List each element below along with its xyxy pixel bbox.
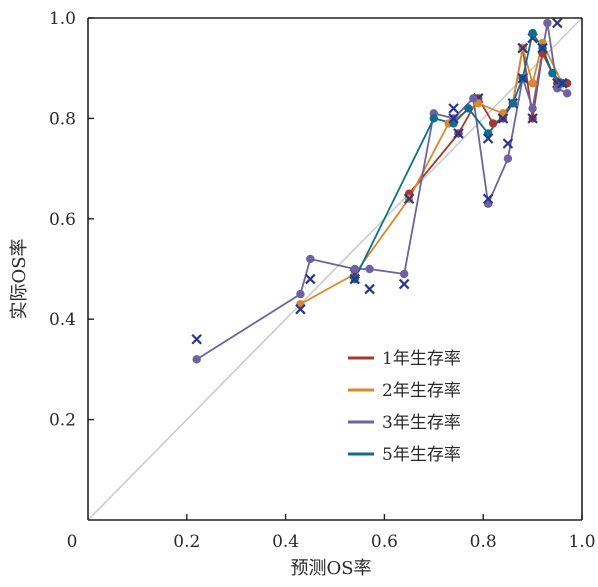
- x-tick-label: 0.4: [272, 532, 299, 552]
- x-tick-label: 0.2: [173, 532, 200, 552]
- predicted-point-s4-8: [528, 28, 537, 38]
- observed-cross-s3-2: [305, 273, 316, 285]
- predicted-point-s3-1: [192, 355, 201, 364]
- observed-cross-s4-6: [556, 77, 568, 89]
- observed-cross-s1-1: [453, 128, 464, 139]
- cross-stroke: [517, 72, 528, 84]
- legend-label-2: 2年生存率: [382, 381, 461, 401]
- x-tick-label: 1.0: [568, 532, 595, 552]
- x-tick-label: 0: [67, 532, 78, 552]
- x-tick-label: 0.6: [371, 532, 398, 552]
- predicted-point-s4-4: [464, 104, 473, 113]
- axes-group: 0 0.2 0.4 0.6 0.8 1.0 0.2 0.4 0.6 0.8 1.0 预测OS率 实际OS…: [9, 9, 596, 579]
- observed-cross-s2-1: [295, 303, 306, 315]
- predicted-point-s4-6: [508, 99, 518, 108]
- predicted-point-s3-14: [543, 18, 552, 28]
- legend-label-1: 1年生存率: [382, 349, 461, 369]
- cross-stroke: [305, 273, 316, 285]
- observed-cross-s4-1: [349, 273, 361, 285]
- cross-stroke: [364, 283, 375, 295]
- reference-line-group: [87, 17, 583, 521]
- predicted-point-s1-4: [488, 119, 498, 128]
- predicted-point-s3-9: [469, 94, 478, 103]
- predicted-point-s3-3: [306, 254, 315, 264]
- x-axis-title: 预测OS率: [290, 558, 371, 579]
- observed-cross-s3-3: [364, 283, 375, 295]
- y-tick-label: 0.4: [49, 310, 76, 330]
- y-axis-title: 实际OS率: [9, 238, 30, 319]
- observed-cross-s3-9: [552, 17, 563, 29]
- cross-stroke: [191, 334, 202, 345]
- cross-stroke: [453, 128, 464, 139]
- series-line-3: [196, 22, 568, 361]
- observed-cross-s4-5: [537, 42, 548, 54]
- observed-cross-s4-4: [517, 72, 528, 84]
- cross-stroke: [448, 113, 459, 124]
- cross-stroke: [482, 133, 494, 144]
- cross-stroke: [403, 193, 415, 204]
- cross-stroke: [552, 17, 563, 29]
- observed-cross-s4-2: [448, 113, 459, 124]
- observed-cross-s2-3: [403, 193, 415, 204]
- predicted-point-s3-16: [562, 89, 572, 98]
- legend-group: 1年生存率 2年生存率 3年生存率 5年生存率: [348, 349, 461, 465]
- observed-cross-s2-5: [517, 42, 528, 54]
- y-tick-label: 1.0: [49, 9, 76, 29]
- cross-stroke: [295, 303, 306, 315]
- observed-cross-s3-4: [398, 278, 410, 290]
- x-tick-label: 0.8: [470, 532, 497, 552]
- predicted-point-s3-5: [365, 264, 374, 274]
- observed-cross-s3-6: [482, 193, 494, 204]
- cross-stroke: [556, 77, 568, 89]
- observed-cross-s3-7: [502, 138, 514, 149]
- observed-cross-s4-3: [482, 133, 494, 144]
- cross-stroke: [527, 113, 538, 124]
- predicted-point-s3-6: [399, 269, 409, 279]
- predicted-point-s3-13: [528, 104, 537, 113]
- legend-label-4: 5年生存率: [382, 445, 461, 465]
- cross-stroke: [448, 103, 459, 114]
- series-points-group: [191, 17, 572, 364]
- series-lines-group: [196, 22, 568, 361]
- cross-stroke: [349, 273, 361, 285]
- observed-cross-s3-5: [448, 103, 459, 114]
- cross-stroke: [497, 113, 509, 124]
- cross-stroke: [517, 42, 528, 54]
- cross-stroke: [537, 42, 548, 54]
- y-tick-label: 0.8: [49, 109, 76, 129]
- y-tick-label: 0.2: [49, 411, 76, 431]
- observed-cross-s1-6: [527, 113, 538, 124]
- reference-diagonal-line: [87, 17, 583, 521]
- cross-stroke: [398, 278, 410, 290]
- cross-stroke: [482, 193, 494, 204]
- cross-stroke: [502, 138, 514, 149]
- predicted-point-s4-10: [548, 69, 557, 78]
- predicted-point-s3-4: [350, 264, 359, 274]
- predicted-point-s3-11: [503, 154, 513, 163]
- observed-cross-s2-4: [497, 113, 509, 124]
- predicted-point-s2-9: [528, 79, 537, 88]
- y-tick-label: 0.6: [49, 210, 76, 230]
- observed-cross-s3-1: [191, 334, 202, 345]
- legend-label-3: 3年生存率: [382, 413, 461, 433]
- predicted-point-s4-2: [429, 114, 438, 123]
- predicted-point-s3-2: [296, 289, 305, 299]
